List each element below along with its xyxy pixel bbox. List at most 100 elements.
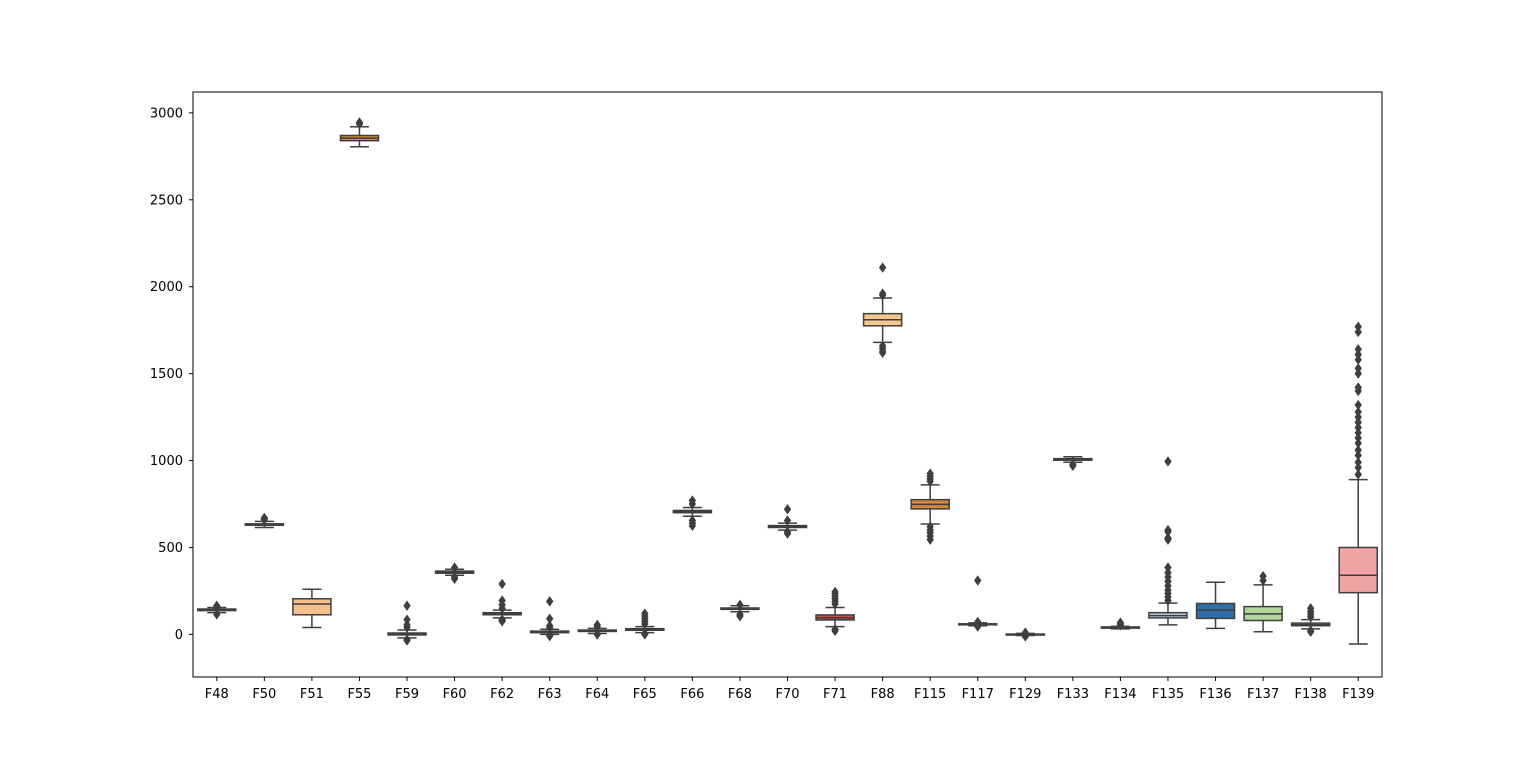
x-tick-label: F64: [585, 687, 609, 702]
x-tick-label: F138: [1295, 687, 1327, 702]
outlier-point: [783, 526, 792, 538]
outlier-point: [1354, 344, 1362, 355]
box-iqr: [1338, 546, 1378, 594]
x-tick-label: F50: [252, 687, 276, 702]
box-f117: [957, 575, 998, 632]
box-f135: [1148, 456, 1188, 626]
outlier-point: [1354, 349, 1362, 360]
outlier-point: [926, 521, 934, 532]
outlier-point: [1354, 469, 1362, 480]
x-tick-label: F62: [490, 687, 514, 702]
outlier-point: [783, 515, 792, 526]
outlier-point: [1354, 417, 1362, 428]
outlier-point: [1164, 456, 1172, 467]
outlier-point: [1164, 524, 1172, 536]
box-f138: [1290, 603, 1331, 637]
outlier-point: [1354, 399, 1362, 411]
outlier-point: [260, 512, 269, 524]
outlier-point: [1354, 450, 1362, 461]
y-tick-label: 3000: [150, 106, 183, 121]
box-f88: [862, 262, 903, 358]
box-f64: [577, 619, 618, 640]
y-axis: 0 500 1000 1500 2000 2500 3000: [150, 106, 193, 643]
outlier-point: [736, 609, 744, 620]
box-f133: [1053, 455, 1093, 471]
box-f51: [292, 588, 332, 629]
outlier-point: [355, 117, 364, 128]
outlier-point: [878, 340, 887, 352]
x-tick-label: F48: [205, 687, 229, 702]
y-tick-label: 500: [158, 541, 183, 556]
x-tick-label: F65: [633, 687, 657, 702]
x-tick-label: F71: [823, 687, 847, 702]
outlier-point: [688, 515, 697, 526]
box-f68: [720, 599, 760, 622]
x-tick-label: F60: [443, 687, 467, 702]
outlier-point: [783, 504, 792, 515]
outlier-point: [1354, 462, 1362, 473]
outlier-point: [593, 619, 601, 631]
box-f115: [910, 468, 950, 545]
x-tick-label: F136: [1199, 687, 1231, 702]
outlier-point: [1116, 617, 1125, 628]
outlier-point: [213, 609, 221, 620]
box-f65: [625, 608, 665, 640]
outlier-point: [403, 600, 411, 611]
x-tick-label: F135: [1152, 687, 1184, 702]
x-tick-label: F137: [1247, 687, 1279, 702]
outlier-point: [213, 600, 221, 611]
outlier-point: [546, 613, 554, 624]
x-tick-label: F139: [1342, 687, 1374, 702]
outlier-point: [546, 630, 554, 641]
outlier-point: [1354, 382, 1362, 393]
box-f66: [672, 495, 713, 531]
outlier-point: [641, 628, 649, 639]
box-f136: [1195, 581, 1236, 630]
box-f70: [767, 504, 808, 539]
outlier-point: [1164, 562, 1172, 573]
outlier-point: [831, 624, 839, 635]
outlier-point: [1354, 406, 1362, 418]
y-tick-label: 1500: [150, 367, 183, 382]
x-tick-label: F117: [962, 687, 994, 702]
outlier-point: [1069, 459, 1077, 470]
x-tick-label: F115: [914, 687, 946, 702]
box-f48: [197, 600, 237, 620]
outlier-point: [1259, 570, 1267, 582]
outlier-point: [1021, 627, 1029, 638]
outlier-point: [1354, 321, 1362, 332]
outlier-point: [878, 288, 887, 299]
x-axis: F48 F50 F51 F55 F59 F60 F62 F63 F64 F65 F66 F68 F70 F…: [205, 677, 1374, 702]
box-f63: [529, 596, 570, 642]
outlier-point: [593, 629, 601, 640]
outlier-point: [1306, 603, 1315, 614]
outlier-point: [641, 608, 649, 619]
outlier-point: [1354, 354, 1362, 365]
outlier-point: [1354, 363, 1362, 374]
box-f71: [815, 586, 855, 637]
box-f137: [1243, 570, 1283, 633]
boxes-layer: [197, 117, 1378, 646]
box-iqr: [1195, 602, 1236, 620]
outlier-point: [1164, 567, 1172, 578]
outlier-point: [546, 620, 554, 631]
box-f55: [339, 117, 380, 148]
outlier-point: [736, 599, 744, 611]
outlier-point: [403, 614, 411, 625]
box-f62: [482, 578, 522, 627]
x-tick-label: F88: [871, 687, 895, 702]
x-tick-label: F70: [775, 687, 799, 702]
outlier-point: [878, 262, 887, 273]
y-tick-label: 0: [175, 628, 183, 643]
outlier-point: [974, 616, 982, 628]
outlier-point: [1354, 444, 1362, 456]
outlier-point: [1306, 625, 1315, 636]
box-f60: [434, 562, 475, 584]
x-tick-label: F59: [395, 687, 419, 702]
x-tick-label: F55: [347, 687, 371, 702]
outlier-point: [498, 595, 506, 606]
outlier-point: [450, 562, 459, 573]
outlier-point: [1354, 422, 1362, 433]
outlier-point: [974, 575, 982, 586]
